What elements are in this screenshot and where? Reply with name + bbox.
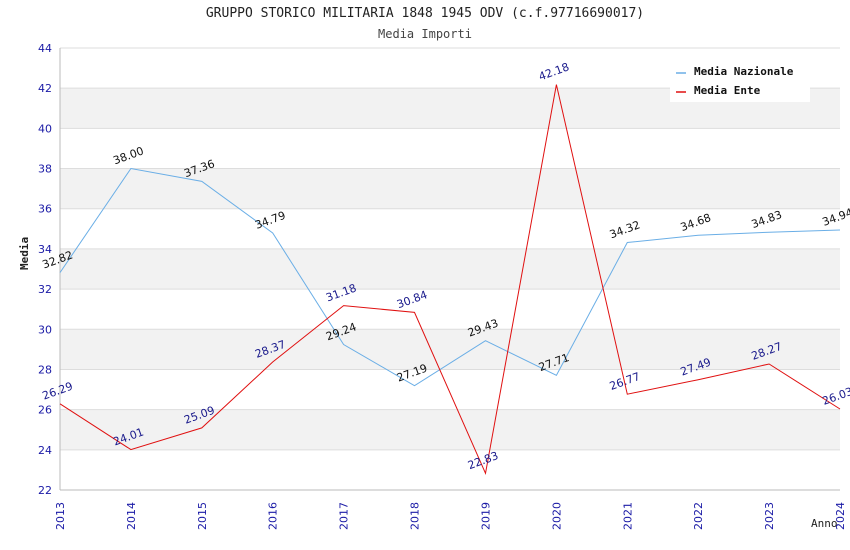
x-tick-labels: 2013 2014 2015 2016 2017 2018 2019 2020 2021 2022… <box>54 502 847 530</box>
x-tick-label: 2013 <box>54 502 67 530</box>
legend-box <box>670 58 810 102</box>
data-label: 42.18 <box>537 60 571 83</box>
data-label: 34.83 <box>750 208 784 231</box>
x-tick-label: 2018 <box>409 502 422 530</box>
y-tick-label: 38 <box>38 163 52 176</box>
y-tick-labels: 22 24 26 28 30 32 34 36 38 40 42 44 <box>38 42 52 497</box>
grid-band <box>60 168 840 209</box>
x-tick-label: 2021 <box>621 502 634 530</box>
data-label: 34.94 <box>821 206 850 229</box>
series-lines <box>59 84 841 475</box>
series-line-media-nazionale <box>59 167 841 387</box>
data-label: 34.79 <box>253 209 287 232</box>
y-tick-label: 28 <box>38 363 52 376</box>
legend: Media Nazionale Media Ente <box>670 58 810 102</box>
y-tick-label: 22 <box>38 484 52 497</box>
chart-subtitle: Media Importi <box>378 27 472 41</box>
x-tick-label: 2017 <box>338 502 351 530</box>
chart-title: GRUPPO STORICO MILITARIA 1848 1945 ODV (… <box>205 6 645 21</box>
x-tick-label: 2019 <box>479 502 492 530</box>
y-tick-label: 34 <box>38 243 52 256</box>
y-tick-label: 26 <box>38 404 52 417</box>
y-tick-label: 24 <box>38 444 52 457</box>
data-label: 26.03 <box>821 385 850 408</box>
y-tick-label: 36 <box>38 203 52 216</box>
y-tick-label: 42 <box>38 82 52 95</box>
legend-label-media-ente[interactable]: Media Ente <box>694 84 761 97</box>
data-label: 30.84 <box>395 288 429 311</box>
y-tick-label: 30 <box>38 323 52 336</box>
grid-band <box>60 409 840 450</box>
data-label: 34.32 <box>608 218 642 241</box>
y-tick-label: 32 <box>38 283 52 296</box>
x-tick-label: 2015 <box>196 502 209 530</box>
x-tick-label: 2016 <box>267 502 280 530</box>
y-tick-label: 44 <box>38 42 52 55</box>
y-tick-label: 40 <box>38 122 52 135</box>
grid-bands <box>60 88 840 450</box>
x-tick-label: 2023 <box>763 502 776 530</box>
x-tick-label: 2020 <box>550 502 563 530</box>
x-tick-label: 2024 <box>834 502 847 530</box>
data-label: 26.77 <box>608 370 642 393</box>
series-line-media-ente <box>59 84 841 475</box>
data-label: 34.68 <box>679 211 713 234</box>
legend-label-media-nazionale[interactable]: Media Nazionale <box>694 65 794 78</box>
x-axis-label: Anno <box>811 517 838 530</box>
x-tick-label: 2014 <box>125 502 138 530</box>
data-label: 38.00 <box>111 144 145 167</box>
x-tick-label: 2022 <box>692 502 705 530</box>
data-label: 26.29 <box>41 380 75 403</box>
grid-band <box>60 248 840 290</box>
